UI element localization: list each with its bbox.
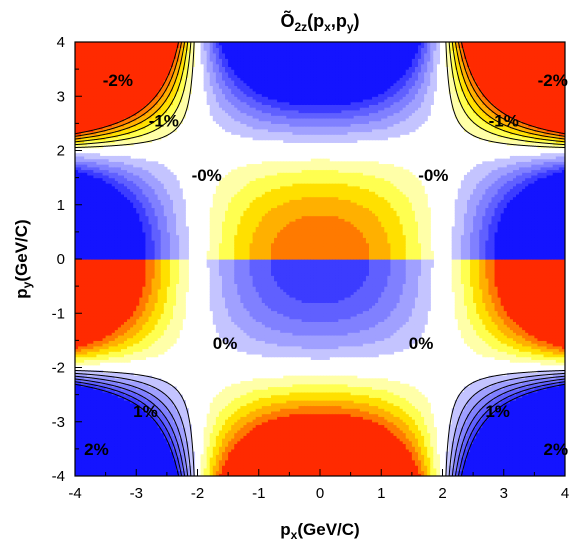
contour-cell: [173, 175, 177, 178]
contour-cell: [176, 180, 180, 183]
